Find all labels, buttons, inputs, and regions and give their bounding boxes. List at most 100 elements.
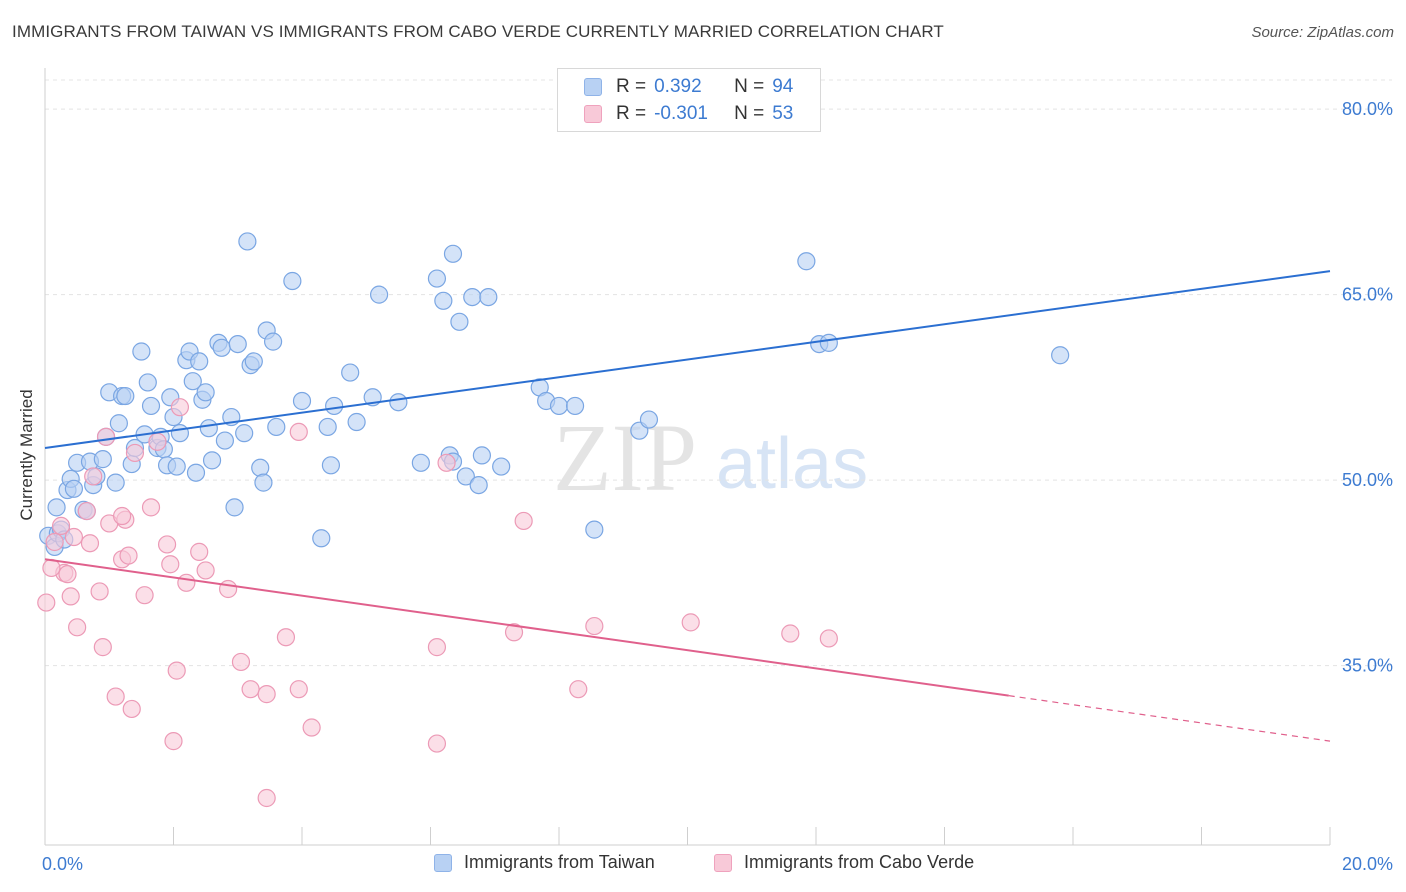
caboverde-point <box>58 565 77 584</box>
caboverde-point <box>681 613 700 632</box>
bottom-legend-swatch-taiwan <box>434 853 452 872</box>
bottom-legend-label-taiwan: Immigrants from Taiwan <box>464 852 655 872</box>
taiwan-point <box>251 458 270 477</box>
taiwan-point <box>427 269 447 288</box>
bottom-legend-taiwan[interactable]: Immigrants from Taiwan <box>434 852 655 873</box>
legend-n-label: N = <box>734 103 765 124</box>
taiwan-point <box>47 498 66 517</box>
caboverde-point <box>177 573 196 592</box>
legend-row-caboverde: R = -0.301 N = 53 <box>584 102 793 126</box>
caboverde-point <box>819 629 838 648</box>
taiwan-point <box>254 473 273 492</box>
caboverde-point <box>257 788 276 808</box>
caboverde-point <box>161 555 180 574</box>
caboverde-point <box>164 732 183 751</box>
caboverde-trend-line <box>44 558 1009 697</box>
taiwan-point <box>263 332 283 351</box>
taiwan-point <box>492 457 511 476</box>
caboverde-point <box>64 527 84 547</box>
x-tick-label-min: 0.0% <box>42 854 83 874</box>
caboverde-point <box>148 432 167 451</box>
taiwan-point <box>325 396 344 416</box>
taiwan-point <box>639 410 659 429</box>
legend-r-label: R = <box>616 103 647 124</box>
caboverde-point <box>119 546 138 565</box>
caboverde-point <box>196 561 215 580</box>
caboverde-point <box>514 511 533 531</box>
caboverde-point <box>302 718 321 737</box>
caboverde-point <box>135 586 154 605</box>
x-tick-label-max: 20.0% <box>1342 854 1393 874</box>
caboverde-point <box>84 467 103 486</box>
taiwan-point <box>585 520 604 539</box>
caboverde-point <box>122 699 141 719</box>
caboverde-point <box>289 422 308 442</box>
caboverde-point <box>106 687 125 706</box>
taiwan-point <box>267 417 286 437</box>
caboverde-point <box>61 587 80 606</box>
taiwan-point <box>183 372 202 391</box>
legend-r-label: R = <box>616 76 647 97</box>
taiwan-point <box>132 342 151 361</box>
source-label[interactable]: Source: ZipAtlas.com <box>1251 24 1394 41</box>
taiwan-point <box>469 475 488 495</box>
taiwan-point <box>283 271 302 291</box>
taiwan-point <box>202 451 222 470</box>
caboverde-point <box>504 623 524 642</box>
legend-n-value-taiwan: 94 <box>772 76 794 97</box>
taiwan-point <box>389 393 408 412</box>
caboverde-trend-line-extension <box>1008 695 1331 742</box>
caboverde-point <box>141 498 161 517</box>
correlation-legend: R = 0.392 N = 94 R = -0.301 N = 53 <box>557 68 821 132</box>
caboverde-point <box>219 579 238 599</box>
caboverde-point <box>45 532 64 552</box>
taiwan-point <box>225 498 244 517</box>
caboverde-point <box>167 661 186 680</box>
taiwan-trend-line <box>44 270 1331 449</box>
taiwan-point <box>190 352 209 371</box>
caboverde-point <box>241 680 260 699</box>
caboverde-point <box>427 734 447 753</box>
caboverde-point <box>80 534 100 553</box>
legend-r-value-taiwan: 0.392 <box>654 76 702 97</box>
taiwan-point <box>411 453 430 472</box>
caboverde-point <box>68 618 87 637</box>
taiwan-point <box>312 529 331 548</box>
caboverde-point <box>276 628 296 647</box>
chart-title: IMMIGRANTS FROM TAIWAN VS IMMIGRANTS FRO… <box>12 22 944 41</box>
taiwan-point <box>472 446 491 465</box>
taiwan-point <box>1051 346 1070 365</box>
bottom-legend-caboverde[interactable]: Immigrants from Cabo Verde <box>714 852 974 873</box>
taiwan-point <box>479 287 498 307</box>
caboverde-point <box>781 624 800 643</box>
taiwan-point <box>347 412 366 432</box>
caboverde-point <box>569 680 588 699</box>
taiwan-point <box>116 386 135 406</box>
taiwan-point <box>463 287 482 307</box>
bottom-legend-label-caboverde: Immigrants from Cabo Verde <box>744 852 975 872</box>
taiwan-point <box>170 424 190 443</box>
y-tick-label: 80.0% <box>1342 99 1393 119</box>
caboverde-point <box>427 638 447 657</box>
caboverde-point <box>257 685 276 704</box>
legend-n-label: N = <box>734 76 765 97</box>
taiwan-point <box>235 424 254 443</box>
taiwan-point <box>292 391 312 411</box>
caboverde-point <box>289 680 308 699</box>
taiwan-point <box>318 417 337 437</box>
caboverde-point <box>170 398 190 417</box>
taiwan-point <box>109 414 128 433</box>
taiwan-point <box>186 463 206 482</box>
taiwan-point <box>212 338 231 357</box>
taiwan-point <box>199 419 218 438</box>
taiwan-point <box>341 363 360 382</box>
taiwan-point <box>443 244 463 263</box>
taiwan-point <box>228 334 247 354</box>
taiwan-point <box>549 396 569 416</box>
taiwan-point <box>167 457 186 476</box>
caboverde-point <box>437 453 456 472</box>
y-tick-label: 50.0% <box>1342 470 1393 490</box>
y-tick-label: 35.0% <box>1342 656 1393 676</box>
caboverde-point <box>77 501 96 521</box>
